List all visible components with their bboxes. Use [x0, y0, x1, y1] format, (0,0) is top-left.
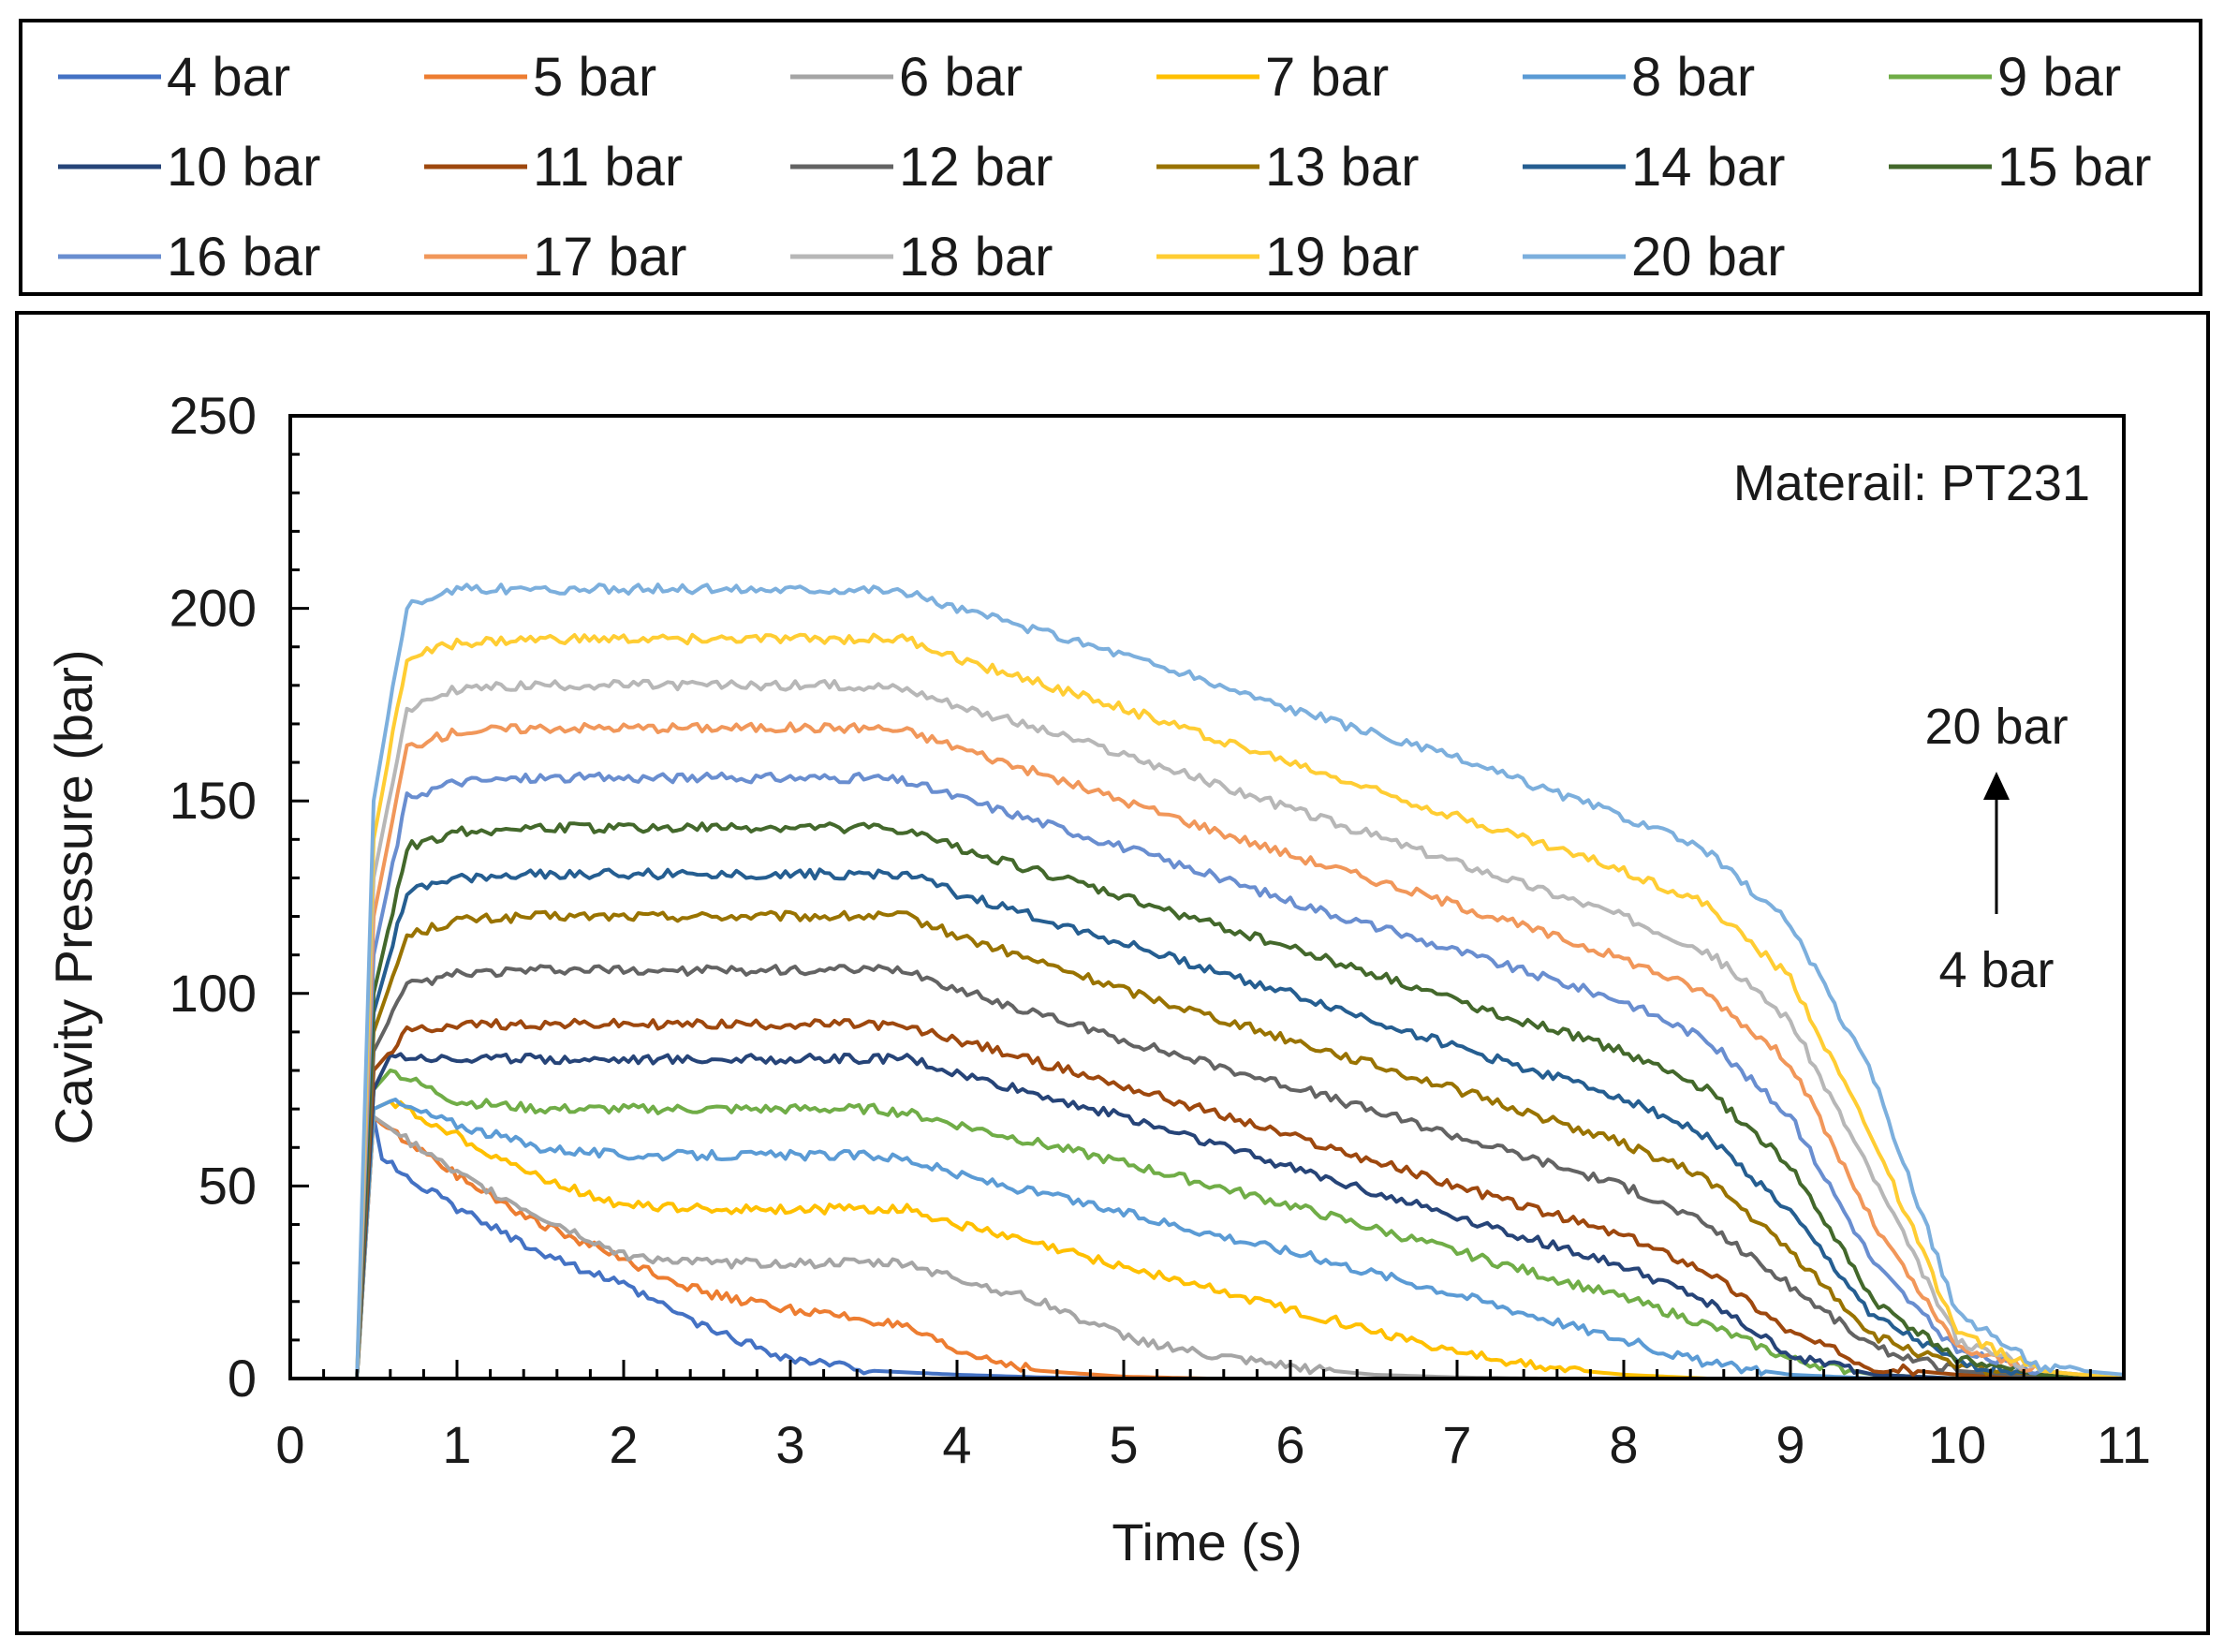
series-line-20-bar	[290, 583, 2125, 1380]
x-tick-label: 4	[942, 1415, 971, 1474]
legend-label: 11 bar	[533, 137, 683, 198]
chart-svg: 0 1 2 3 4 5 6 7 8 9 10 11 0 50 100 150 200 250 Time (s) C…	[44, 386, 2152, 1571]
legend-entry: 10 bar	[58, 137, 320, 198]
x-tick-label: 5	[1109, 1415, 1138, 1474]
legend-entry: 9 bar	[1889, 47, 2121, 108]
series-line-18-bar	[290, 678, 2125, 1380]
legend-entry: 4 bar	[58, 47, 290, 108]
x-tick-label: 3	[775, 1415, 804, 1474]
series-layer	[290, 583, 2125, 1380]
legend-label: 18 bar	[899, 227, 1053, 288]
legend-label: 9 bar	[1997, 47, 2121, 108]
series-line-5-bar	[290, 1114, 2124, 1380]
x-tick-label: 7	[1442, 1415, 1471, 1474]
legend-label: 15 bar	[1997, 137, 2151, 198]
x-axis-label: Time (s)	[1112, 1512, 1302, 1571]
range-bottom-label: 4 bar	[1938, 942, 2054, 998]
legend-label: 8 bar	[1631, 47, 1755, 108]
arrow-up-icon	[1983, 772, 2010, 914]
legend-label: 4 bar	[167, 47, 290, 108]
legend-svg: 4 bar 5 bar 6 bar 7 bar 8 bar 9 bar 10 bar 11 b…	[58, 47, 2151, 288]
legend-entry: 14 bar	[1523, 137, 1785, 198]
x-tick-label: 10	[1928, 1415, 1986, 1474]
legend-entry: 17 bar	[424, 227, 686, 288]
legend-entry: 19 bar	[1156, 227, 1419, 288]
legend-entry: 5 bar	[424, 47, 656, 108]
range-top-label: 20 bar	[1924, 699, 2068, 755]
legend-label: 6 bar	[899, 47, 1023, 108]
legend-label: 14 bar	[1631, 137, 1785, 198]
x-tick-label: 9	[1775, 1415, 1804, 1474]
y-axis-label: Cavity Pressure (bar)	[44, 649, 103, 1144]
series-line-15-bar	[290, 821, 2125, 1380]
series-line-10-bar	[290, 1052, 2124, 1380]
legend-entry: 7 bar	[1156, 47, 1389, 108]
series-line-16-bar	[290, 771, 2125, 1380]
y-tick-label: 100	[169, 964, 257, 1023]
legend-label: 10 bar	[167, 137, 320, 198]
series-line-14-bar	[290, 867, 2125, 1380]
x-tick-label: 6	[1275, 1415, 1304, 1474]
legend-entry: 13 bar	[1156, 137, 1419, 198]
series-line-13-bar	[290, 909, 2125, 1380]
legend-label: 16 bar	[167, 227, 320, 288]
series-line-6-bar	[290, 1114, 2124, 1380]
legend-entry: 18 bar	[790, 227, 1053, 288]
series-line-4-bar	[290, 1114, 2124, 1380]
legend-entry: 16 bar	[58, 227, 320, 288]
x-tick-label: 0	[275, 1415, 304, 1474]
legend-label: 5 bar	[533, 47, 656, 108]
plot-area-frame	[288, 414, 2126, 1380]
material-annotation: Materail: PT231	[1733, 455, 2090, 511]
x-tick-label: 2	[609, 1415, 638, 1474]
legend-label: 12 bar	[899, 137, 1053, 198]
y-tick-label: 250	[169, 386, 257, 445]
series-line-8-bar	[290, 1098, 2124, 1380]
x-tick-label: 1	[442, 1415, 471, 1474]
legend-label: 13 bar	[1265, 137, 1419, 198]
y-tick-label: 0	[228, 1349, 257, 1408]
chart-panel: 0 1 2 3 4 5 6 7 8 9 10 11 0 50 100 150 200 250 Time (s) C…	[15, 311, 2210, 1635]
legend-entry: 20 bar	[1523, 227, 1785, 288]
series-line-12-bar	[290, 964, 2125, 1380]
legend-label: 17 bar	[533, 227, 686, 288]
series-line-19-bar	[290, 632, 2125, 1380]
y-tick-label: 150	[169, 771, 257, 830]
legend-entry: 6 bar	[790, 47, 1023, 108]
legend: 4 bar 5 bar 6 bar 7 bar 8 bar 9 bar 10 bar 11 b…	[19, 19, 2202, 296]
tick-layer: 0 1 2 3 4 5 6 7 8 9 10 11 0 50 100 150 200 250	[169, 386, 2152, 1474]
y-tick-label: 200	[169, 579, 257, 638]
y-tick-label: 50	[199, 1156, 257, 1215]
x-tick-label: 11	[2097, 1415, 2151, 1474]
series-line-17-bar	[290, 721, 2125, 1380]
series-line-9-bar	[290, 1069, 2124, 1380]
legend-label: 19 bar	[1265, 227, 1419, 288]
legend-label: 20 bar	[1631, 227, 1785, 288]
legend-entry: 11 bar	[424, 137, 683, 198]
legend-entry: 15 bar	[1889, 137, 2151, 198]
x-tick-label: 8	[1609, 1415, 1638, 1474]
series-line-11-bar	[290, 1017, 2125, 1380]
legend-entry: 12 bar	[790, 137, 1053, 198]
legend-label: 7 bar	[1265, 47, 1389, 108]
legend-entry: 8 bar	[1523, 47, 1755, 108]
